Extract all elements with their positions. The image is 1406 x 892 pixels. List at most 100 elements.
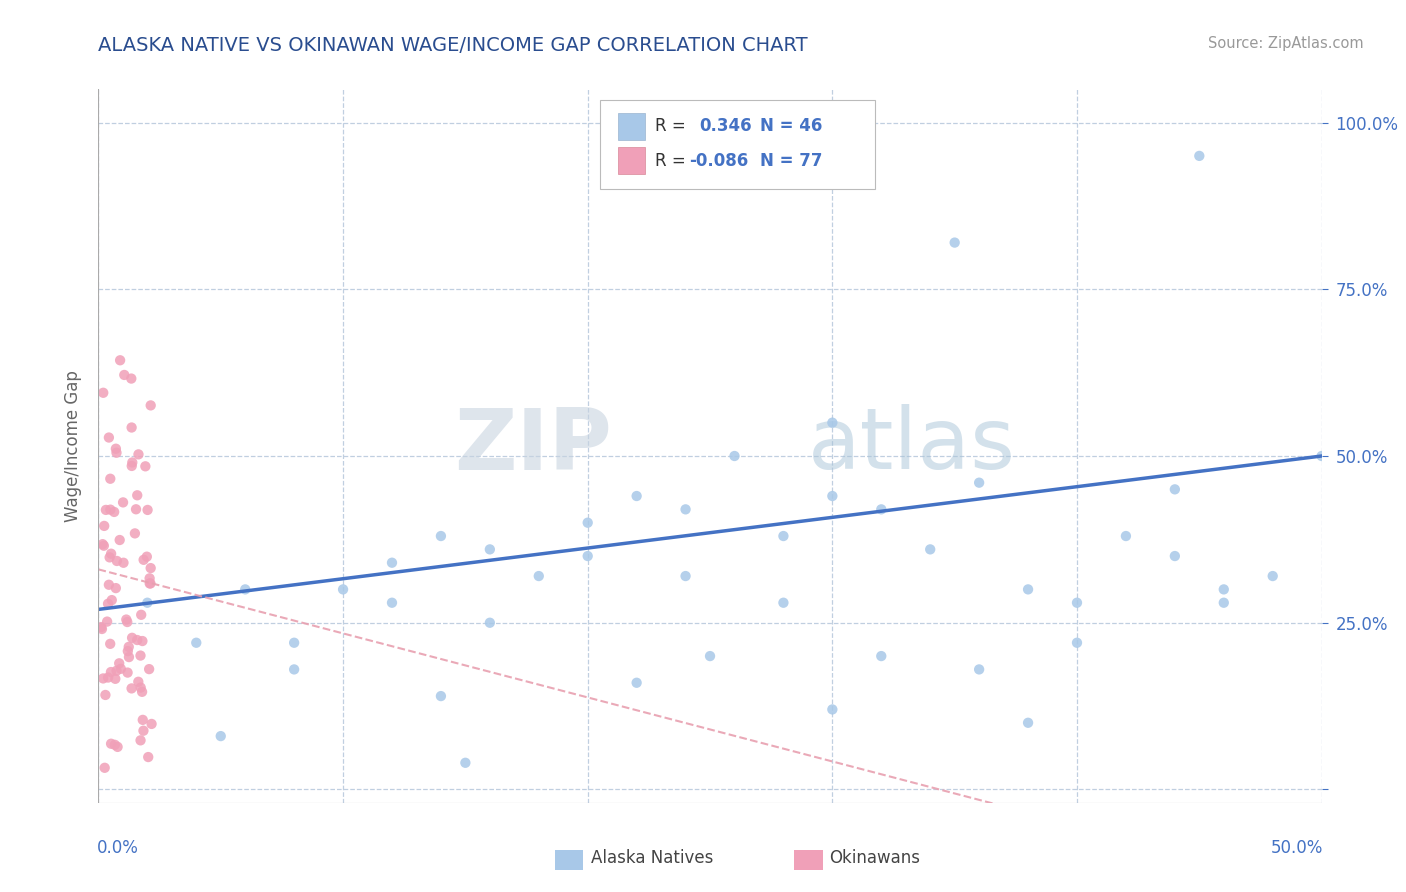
Point bbox=[108, 657, 131, 671]
Point bbox=[127, 488, 149, 502]
Point bbox=[129, 607, 152, 622]
Point bbox=[131, 634, 153, 648]
Point bbox=[1115, 529, 1137, 543]
Text: ZIP: ZIP bbox=[454, 404, 612, 488]
Point bbox=[675, 502, 697, 516]
Point bbox=[127, 674, 149, 689]
Point bbox=[772, 596, 794, 610]
Point bbox=[107, 739, 129, 754]
Point bbox=[136, 596, 159, 610]
Point bbox=[1261, 569, 1284, 583]
Point bbox=[186, 636, 208, 650]
Point bbox=[125, 502, 148, 516]
Point bbox=[93, 761, 115, 775]
Point bbox=[626, 675, 648, 690]
Point bbox=[381, 596, 404, 610]
Point bbox=[115, 613, 138, 627]
Point bbox=[100, 593, 122, 607]
Bar bbox=[619, 112, 645, 140]
Text: Source: ZipAtlas.com: Source: ZipAtlas.com bbox=[1208, 36, 1364, 51]
Point bbox=[1017, 715, 1039, 730]
Point bbox=[821, 416, 844, 430]
Point bbox=[124, 526, 146, 541]
Point bbox=[105, 446, 128, 460]
Point bbox=[943, 235, 966, 250]
Point bbox=[90, 622, 112, 636]
Text: atlas: atlas bbox=[808, 404, 1017, 488]
Point bbox=[90, 620, 112, 634]
Point bbox=[576, 516, 599, 530]
Point bbox=[117, 665, 139, 680]
Point bbox=[120, 371, 142, 385]
Point bbox=[699, 649, 721, 664]
Text: N = 46: N = 46 bbox=[761, 118, 823, 136]
Text: R =: R = bbox=[655, 118, 686, 136]
Point bbox=[112, 368, 135, 382]
Point bbox=[121, 458, 143, 473]
Point bbox=[96, 615, 118, 629]
Point bbox=[139, 576, 162, 591]
Text: Alaska Natives: Alaska Natives bbox=[591, 849, 713, 867]
Point bbox=[283, 636, 305, 650]
Point bbox=[104, 672, 127, 686]
Point bbox=[626, 489, 648, 503]
Point bbox=[110, 662, 132, 676]
Text: R =: R = bbox=[655, 152, 686, 169]
Point bbox=[967, 662, 990, 676]
Bar bbox=[619, 147, 645, 174]
Point bbox=[98, 637, 121, 651]
Point bbox=[821, 489, 844, 503]
Point bbox=[381, 556, 404, 570]
Point bbox=[139, 561, 162, 575]
Point bbox=[100, 665, 122, 679]
Point bbox=[94, 503, 117, 517]
Point bbox=[127, 447, 149, 461]
Point bbox=[1212, 596, 1234, 610]
Point bbox=[94, 688, 117, 702]
Point bbox=[821, 702, 844, 716]
Point bbox=[132, 713, 155, 727]
Point bbox=[112, 495, 135, 509]
Point bbox=[1017, 582, 1039, 597]
Text: ALASKA NATIVE VS OKINAWAN WAGE/INCOME GAP CORRELATION CHART: ALASKA NATIVE VS OKINAWAN WAGE/INCOME GA… bbox=[98, 36, 808, 54]
Point bbox=[136, 750, 159, 764]
Y-axis label: Wage/Income Gap: Wage/Income Gap bbox=[65, 370, 83, 522]
Point bbox=[98, 550, 121, 565]
Point bbox=[430, 529, 453, 543]
Point bbox=[332, 582, 354, 597]
Point bbox=[98, 472, 121, 486]
Point bbox=[97, 578, 120, 592]
Point bbox=[97, 597, 120, 611]
Point bbox=[870, 649, 893, 664]
Point bbox=[97, 431, 120, 445]
Point bbox=[97, 671, 120, 685]
Point bbox=[118, 650, 141, 665]
Point bbox=[121, 631, 143, 645]
Text: 0.0%: 0.0% bbox=[97, 838, 139, 856]
Text: 50.0%: 50.0% bbox=[1271, 838, 1323, 856]
Point bbox=[675, 569, 697, 583]
Point bbox=[233, 582, 256, 597]
Point bbox=[430, 689, 453, 703]
Point bbox=[100, 737, 122, 751]
Point bbox=[576, 549, 599, 563]
Point bbox=[478, 615, 501, 630]
Text: N = 77: N = 77 bbox=[761, 152, 823, 169]
Text: -0.086: -0.086 bbox=[689, 152, 748, 169]
Point bbox=[104, 738, 127, 752]
Point bbox=[1212, 582, 1234, 597]
Point bbox=[105, 664, 128, 678]
Point bbox=[118, 640, 141, 654]
Point bbox=[454, 756, 477, 770]
Point bbox=[132, 723, 155, 738]
Point bbox=[1066, 596, 1088, 610]
Point bbox=[129, 733, 152, 747]
Point bbox=[105, 554, 128, 568]
Point bbox=[1164, 483, 1187, 497]
Point bbox=[138, 571, 160, 585]
Point bbox=[91, 385, 114, 400]
Point bbox=[108, 533, 131, 547]
Point bbox=[117, 644, 139, 658]
Point bbox=[104, 442, 127, 456]
Point bbox=[138, 576, 160, 591]
